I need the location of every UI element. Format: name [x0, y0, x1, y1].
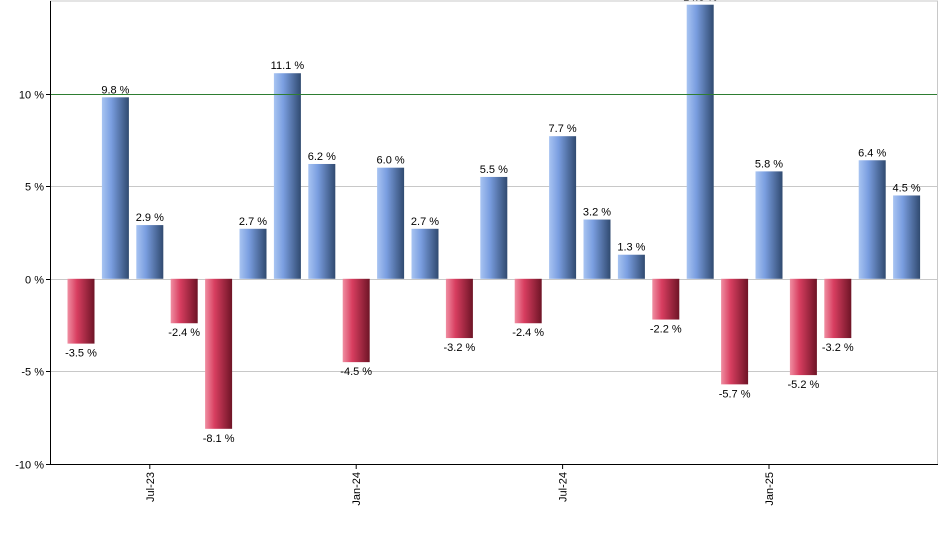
y-tick-label: 10 %: [19, 90, 44, 102]
data-labels: -3.5 % 9.8 % 2.9 % -2.4 % -8.1 % 2.7 % 11.1 % 6…: [65, 0, 921, 445]
bar: [893, 195, 921, 279]
axes: [50, 1, 938, 465]
bar: [445, 278, 473, 339]
bar: [755, 171, 783, 279]
bar: [652, 278, 680, 320]
bar: [789, 278, 817, 376]
data-label: -3.2 %: [822, 342, 854, 354]
data-label: 2.7 %: [411, 216, 439, 228]
data-label: 6.4 %: [858, 147, 886, 159]
data-label: 2.9 %: [136, 212, 164, 224]
data-label: 6.2 %: [308, 151, 336, 163]
bar: [239, 228, 267, 279]
bar: [67, 278, 95, 344]
data-label: 3.2 %: [583, 207, 611, 219]
bar: [549, 136, 577, 279]
y-tick-label: -10 %: [15, 460, 44, 472]
bar: [205, 278, 233, 429]
y-tick-label: -5 %: [21, 367, 44, 379]
data-label: 7.7 %: [549, 123, 577, 135]
bar: [273, 73, 301, 279]
y-axis-ticks: -10 % -5 % 0 % 5 % 10 %: [15, 90, 50, 472]
data-label: 1.3 %: [617, 242, 645, 254]
data-label: 6.0 %: [377, 155, 405, 167]
data-label: 9.8 %: [101, 84, 129, 96]
data-label: 11.1 %: [271, 60, 305, 72]
data-label: -5.2 %: [788, 379, 820, 391]
data-label: -5.7 %: [719, 388, 751, 400]
data-label: 2.7 %: [239, 216, 267, 228]
data-label: 5.8 %: [755, 158, 783, 170]
bar: [824, 278, 852, 339]
data-label: -4.5 %: [340, 366, 372, 378]
bar: [721, 278, 749, 385]
data-label: -2.2 %: [650, 324, 682, 336]
bar: [411, 228, 439, 279]
bar: [377, 167, 405, 279]
bar: [480, 176, 508, 279]
bars: [67, 4, 921, 429]
bar: [617, 254, 645, 279]
bar: [514, 278, 542, 324]
data-label: -2.4 %: [512, 327, 544, 339]
data-label: -3.2 %: [444, 342, 476, 354]
bar: [858, 160, 886, 279]
x-axis-ticks: Jul-23 Jan-24 Jul-24 Jan-25: [145, 464, 776, 506]
bar: [136, 225, 164, 279]
x-tick-label: Jul-24: [558, 472, 570, 502]
bar: [686, 4, 714, 279]
bar: [101, 97, 129, 279]
x-tick-label: Jan-25: [764, 472, 776, 506]
bar: [342, 278, 370, 363]
y-tick-label: 0 %: [25, 275, 44, 287]
data-label: -8.1 %: [203, 433, 235, 445]
data-label: 14.8 %: [683, 0, 717, 4]
bar: [308, 163, 336, 279]
bar: [170, 278, 198, 324]
data-label: -3.5 %: [65, 348, 97, 360]
x-tick-label: Jul-23: [145, 472, 157, 502]
bar: [583, 219, 611, 279]
data-label: 5.5 %: [480, 164, 508, 176]
data-label: 4.5 %: [893, 182, 921, 194]
x-tick-label: Jan-24: [351, 472, 363, 506]
y-tick-label: 5 %: [25, 182, 44, 194]
data-label: -2.4 %: [168, 327, 200, 339]
